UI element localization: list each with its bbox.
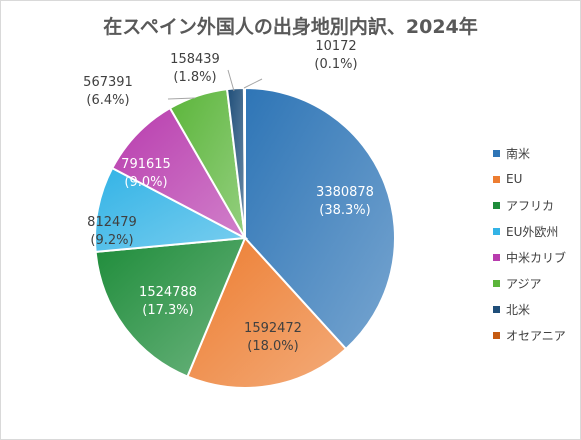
legend-label: EU外欧州 — [506, 224, 559, 239]
leader-line — [243, 78, 263, 89]
pie-slice — [244, 86, 396, 351]
slice-percent-label: (1.8%) — [173, 70, 216, 85]
slice-percent-label: (9.0%) — [124, 175, 167, 190]
pie-slice — [110, 106, 248, 241]
pie-slice — [186, 236, 348, 389]
slice-value-label: 791615 — [121, 157, 171, 172]
slice-percent-label: (38.3%) — [319, 203, 370, 218]
pie-slice — [94, 166, 249, 253]
legend-item: EU外欧州 — [493, 218, 566, 244]
slice-percent-label: (6.4%) — [86, 93, 129, 108]
legend-swatch — [493, 279, 500, 287]
legend-item: アジア — [493, 270, 566, 296]
legend-item: 南米 — [493, 140, 566, 166]
legend-label: 北米 — [506, 302, 531, 317]
slice-percent-label: (0.1%) — [314, 57, 357, 72]
legend-item: 北米 — [493, 296, 566, 322]
chart-title: 在スペイン外国人の出身地別内訳、2024年 — [103, 16, 478, 38]
slice-value-label: 1592472 — [244, 321, 302, 336]
slice-value-label: 158439 — [170, 52, 220, 67]
slice-percent-label: (17.3%) — [142, 303, 193, 318]
legend-swatch — [493, 331, 500, 339]
legend-item: アフリカ — [493, 192, 566, 218]
legend-swatch — [493, 253, 500, 261]
legend-label: EU — [506, 172, 523, 186]
leader-line — [167, 97, 196, 100]
slice-value-label: 812479 — [87, 215, 137, 230]
legend: 南米 EU アフリカ EU外欧州中米カリブアジア北米オセアニア — [493, 140, 566, 348]
legend-label: アジア — [506, 276, 542, 291]
legend-swatch — [493, 305, 500, 313]
legend-label: 中米カリブ — [506, 250, 567, 265]
pie-slice — [94, 236, 247, 378]
pie-slice — [242, 86, 246, 239]
legend-label: 南米 — [506, 146, 531, 161]
slice-percent-label: (18.0%) — [247, 339, 298, 354]
slice-value-label: 567391 — [83, 75, 133, 90]
legend-item: 中米カリブ — [493, 244, 566, 270]
slice-value-label: 1524788 — [139, 285, 197, 300]
legend-label: アフリカ — [506, 198, 555, 213]
legend-swatch — [493, 175, 500, 183]
legend-item: オセアニア — [493, 322, 566, 348]
legend-swatch — [493, 227, 500, 235]
slice-value-label: 3380878 — [316, 185, 374, 200]
slice-percent-label: (9.2%) — [90, 233, 133, 248]
leader-line — [227, 69, 235, 92]
slice-value-label: 10172 — [315, 39, 356, 54]
legend-swatch — [493, 201, 500, 209]
legend-swatch — [493, 149, 500, 157]
legend-item: EU — [493, 166, 566, 192]
legend-label: オセアニア — [506, 328, 566, 343]
